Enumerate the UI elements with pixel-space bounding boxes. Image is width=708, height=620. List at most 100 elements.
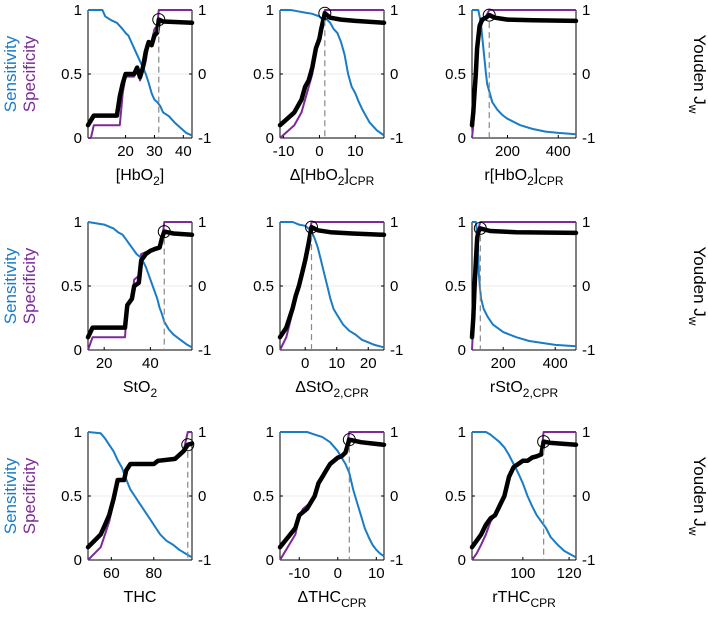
- y-right-tick-label: 0: [390, 488, 398, 505]
- x-tick-label: 20: [96, 355, 113, 372]
- sensitivity-line: [280, 9, 385, 137]
- y-left-tick-label: 0: [74, 342, 82, 359]
- x-tick-label: 200: [491, 355, 516, 372]
- optimum-marker: [482, 8, 496, 22]
- y-right-tick-label: -1: [390, 552, 403, 569]
- x-tick-label: 0: [334, 565, 342, 582]
- x-label-sub2: CPR: [538, 174, 564, 188]
- specificity-label: Specificity: [20, 457, 39, 534]
- x-label-tail: ]: [160, 167, 164, 184]
- y-left-tick-label: 0: [266, 130, 274, 147]
- panel-4: 0 0.5 1 -1 0 1 20 40 StO2: [61, 214, 211, 400]
- x-tick-label: -10: [288, 565, 310, 582]
- x-label-main: rStO: [490, 379, 523, 396]
- x-label-sub: 2: [527, 174, 534, 188]
- optimum-marker: [181, 438, 195, 452]
- x-label-main: Δ[HbO: [290, 167, 338, 184]
- y-left-tick-label: 1: [74, 214, 82, 231]
- optimum-marker: [342, 433, 356, 447]
- youden-line: [85, 229, 195, 340]
- x-tick-label: 400: [543, 355, 568, 372]
- y-right-tick-label: 1: [390, 2, 398, 19]
- x-label-sub2: CPR: [349, 174, 375, 188]
- x-tick-label: 40: [142, 355, 159, 372]
- x-axis-label: THC: [124, 589, 157, 606]
- youden-line: [469, 439, 579, 550]
- y-left-tick-label: 1: [266, 424, 274, 441]
- youden-label-sub: w: [686, 104, 700, 114]
- y-right-tick-label: -1: [390, 130, 403, 147]
- x-label-main: ΔTHC: [298, 589, 342, 606]
- y-right-tick-label: -1: [582, 342, 595, 359]
- x-tick-label: 40: [175, 143, 192, 160]
- y-left-tick-label: 0.5: [253, 488, 274, 505]
- x-label-sub: CPR: [341, 596, 367, 610]
- youden-line: [85, 441, 195, 550]
- y-right-tick-label: 0: [198, 488, 206, 505]
- optimum-marker: [473, 221, 487, 235]
- sensitivity-label: Sensitivity: [1, 247, 20, 324]
- sensitivity-label: Sensitivity: [1, 457, 20, 534]
- y-left-tick-label: 0.5: [445, 66, 466, 83]
- y-right-tick-label: 0: [582, 278, 590, 295]
- x-tick-label: 0: [315, 143, 323, 160]
- youden-line: [277, 437, 387, 550]
- youden-line: [469, 12, 579, 128]
- x-tick-label: 120: [557, 565, 582, 582]
- y-left-tick-label: 0: [458, 552, 466, 569]
- sensitivity-line: [472, 431, 577, 559]
- youden-line: [277, 10, 387, 128]
- x-axis-label: ΔTHCCPR: [298, 589, 367, 610]
- x-label-main: r[HbO: [484, 167, 527, 184]
- y-right-tick-label: 0: [198, 278, 206, 295]
- x-label-main: ΔStO: [295, 379, 333, 396]
- x-tick-label: 100: [510, 565, 535, 582]
- panel-2: 00.51-101-10 0 10Δ[HbO2]CPR: [253, 2, 403, 188]
- y-right-tick-label: -1: [198, 342, 211, 359]
- y-left-tick-label: 0.5: [445, 278, 466, 295]
- y-left-tick-label: 0.5: [61, 66, 82, 83]
- panel-3: 0 0.5 1 -1 0 1 200 400 r[HbO2]CPR: [445, 2, 595, 188]
- optimum-marker: [157, 225, 171, 239]
- x-label-sub: 2: [338, 174, 345, 188]
- y-left-tick-label: 0: [266, 342, 274, 359]
- x-label-main: [HbO: [116, 167, 153, 184]
- y-right-tick-label: -1: [198, 130, 211, 147]
- x-axis-label: StO2: [123, 379, 158, 400]
- y-right-tick-label: 1: [390, 214, 398, 231]
- youden-label: Youden Jw: [686, 457, 708, 536]
- x-tick-label: 10: [347, 143, 364, 160]
- sensitivity-line: [280, 221, 385, 349]
- x-label-sub: 2: [150, 386, 157, 400]
- sensitivity-line: [87, 221, 193, 349]
- x-axis-label: rStO2,CPR: [490, 379, 559, 400]
- optimum-marker: [537, 435, 551, 449]
- sensitivity-line: [472, 9, 577, 136]
- y-right-tick-label: 1: [390, 424, 398, 441]
- left-ylabel-row-2: Sensitivity Specificity: [1, 247, 39, 324]
- y-right-tick-label: 1: [198, 2, 206, 19]
- x-axis-label: rTHCCPR: [492, 589, 556, 610]
- y-left-tick-label: 0: [266, 552, 274, 569]
- x-tick-label: 0: [301, 355, 309, 372]
- youden-label-main: Youden J: [690, 457, 708, 527]
- y-left-tick-label: 0: [74, 130, 82, 147]
- y-left-tick-label: 1: [266, 214, 274, 231]
- x-label-tail: ]: [534, 167, 538, 184]
- panel-6: 0 0.5 1 -1 0 1 200 400 rStO2,CPR: [445, 214, 595, 400]
- y-left-tick-label: 1: [74, 2, 82, 19]
- youden-label-main: Youden J: [690, 247, 708, 317]
- y-right-tick-label: -1: [198, 552, 211, 569]
- optimum-marker: [305, 220, 319, 234]
- y-right-tick-label: 0: [582, 488, 590, 505]
- x-label-tail: ]: [344, 167, 348, 184]
- youden-label-main: Youden J: [690, 35, 708, 105]
- optimum-marker: [152, 13, 166, 27]
- x-axis-label: r[HbO2]CPR: [484, 167, 563, 188]
- sensitivity-line: [472, 221, 577, 348]
- y-left-tick-label: 0.5: [61, 488, 82, 505]
- x-tick-label: -10: [273, 143, 295, 160]
- y-left-tick-label: 1: [458, 214, 466, 231]
